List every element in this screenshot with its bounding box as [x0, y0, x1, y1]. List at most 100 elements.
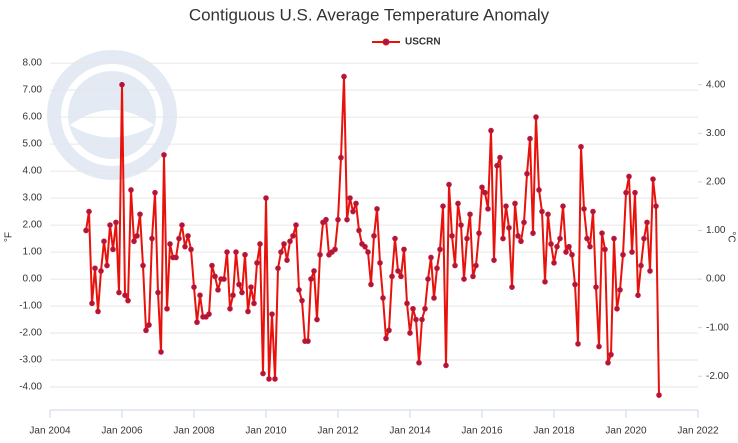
- data-point: [89, 300, 95, 307]
- data-point: [332, 246, 338, 253]
- data-point: [653, 203, 659, 209]
- data-point: [221, 276, 227, 282]
- chart-title: Contiguous U.S. Average Temperature Anom…: [189, 5, 550, 24]
- data-point: [152, 189, 158, 196]
- data-point: [440, 203, 446, 209]
- data-point: [209, 262, 215, 269]
- data-point: [608, 351, 614, 358]
- x-tick-label: Jan 2014: [389, 426, 431, 437]
- data-point: [350, 208, 356, 215]
- data-point: [314, 316, 320, 323]
- data-point: [521, 219, 527, 226]
- data-point: [233, 249, 239, 255]
- data-point: [191, 284, 197, 290]
- y2-tick-label: 0.00: [706, 274, 726, 285]
- data-point: [584, 235, 590, 242]
- data-point: [176, 235, 182, 242]
- data-point: [452, 262, 458, 269]
- data-point: [224, 249, 230, 255]
- data-point: [278, 249, 284, 255]
- data-point: [533, 114, 539, 120]
- data-point: [179, 222, 185, 228]
- data-point: [530, 230, 536, 236]
- data-point: [182, 243, 188, 250]
- data-point: [269, 311, 275, 317]
- data-point: [371, 233, 377, 239]
- data-point: [491, 257, 497, 263]
- data-point: [638, 262, 644, 269]
- data-point: [230, 292, 236, 299]
- data-point: [347, 195, 353, 201]
- data-point: [311, 268, 317, 274]
- data-point: [296, 287, 302, 293]
- x-tick-label: Jan 2010: [245, 426, 287, 437]
- data-point: [461, 276, 467, 282]
- y-tick-label: -3.00: [19, 355, 42, 366]
- data-point: [590, 208, 596, 215]
- data-point: [248, 284, 254, 290]
- data-point: [497, 154, 503, 161]
- data-point: [503, 203, 509, 209]
- data-point: [449, 233, 455, 239]
- data-point: [137, 211, 143, 218]
- y2-axis-label: °C: [725, 231, 736, 242]
- data-point: [383, 335, 389, 342]
- data-point: [419, 316, 425, 323]
- data-point: [572, 281, 578, 288]
- data-point: [305, 338, 311, 344]
- data-point: [422, 305, 428, 312]
- data-point: [473, 262, 479, 269]
- y-tick-label: -1.00: [19, 301, 42, 312]
- data-point: [518, 238, 524, 245]
- data-point: [437, 246, 443, 253]
- data-point: [434, 265, 440, 272]
- y2-tick-label: 3.00: [706, 128, 726, 139]
- data-point: [365, 249, 371, 255]
- y-tick-label: 0.00: [23, 274, 43, 285]
- y-tick-label: 4.00: [23, 166, 43, 177]
- data-point: [134, 233, 140, 239]
- data-point: [239, 289, 245, 296]
- data-point: [146, 322, 152, 328]
- data-point: [431, 295, 437, 301]
- y-tick-label: 3.00: [23, 193, 43, 204]
- data-point: [131, 238, 137, 245]
- data-point: [236, 281, 242, 288]
- data-point: [377, 260, 383, 266]
- x-tick-label: Jan 2016: [461, 426, 503, 437]
- data-point: [206, 311, 212, 317]
- y-tick-label: 6.00: [23, 112, 43, 123]
- data-point: [593, 284, 599, 290]
- data-point: [623, 189, 629, 196]
- data-point: [629, 249, 635, 255]
- y-tick-label: 2.00: [23, 220, 43, 231]
- data-point: [599, 230, 605, 236]
- data-point: [356, 227, 362, 234]
- data-point: [149, 235, 155, 242]
- data-point: [407, 330, 413, 336]
- data-point: [515, 233, 521, 239]
- data-point: [404, 300, 410, 307]
- data-point: [251, 300, 257, 307]
- x-tick-label: Jan 2006: [101, 426, 143, 437]
- data-point: [509, 284, 515, 290]
- data-point: [242, 251, 248, 258]
- data-point: [335, 216, 341, 223]
- data-point: [641, 235, 647, 242]
- data-point: [464, 235, 470, 242]
- data-point: [401, 246, 407, 253]
- data-point: [614, 305, 620, 312]
- data-point: [107, 222, 113, 228]
- y-axis-label: °F: [4, 232, 15, 242]
- data-point: [539, 208, 545, 215]
- data-point: [338, 154, 344, 161]
- data-point: [575, 341, 581, 347]
- data-point: [101, 238, 107, 245]
- data-point: [581, 206, 587, 212]
- data-point: [128, 187, 134, 193]
- data-point: [299, 297, 305, 304]
- data-point: [551, 260, 557, 266]
- data-point: [605, 359, 611, 366]
- y-tick-label: 7.00: [23, 85, 43, 96]
